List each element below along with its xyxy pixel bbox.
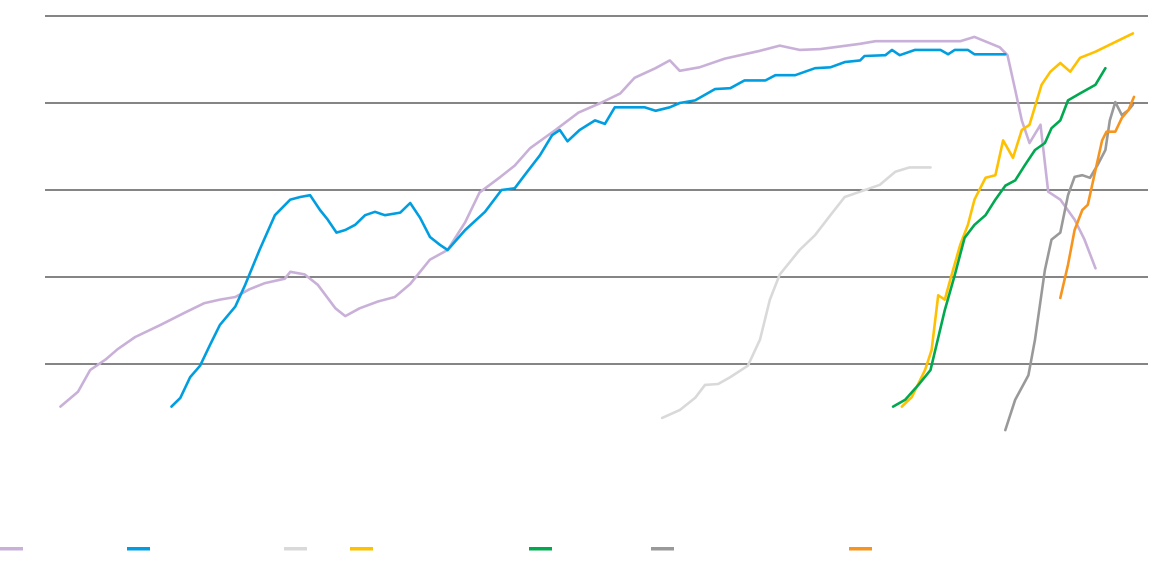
legend-swatch-3 xyxy=(284,547,307,551)
series-lines xyxy=(59,32,1136,432)
legend-swatch-6 xyxy=(651,547,674,551)
series-line-2 xyxy=(170,48,1007,408)
series-line-1 xyxy=(59,35,1097,408)
series-line-5 xyxy=(891,66,1107,408)
legend xyxy=(0,547,872,551)
legend-swatch-7 xyxy=(849,547,872,551)
series-line-4 xyxy=(900,32,1135,408)
series-line-3 xyxy=(660,166,932,420)
legend-swatch-2 xyxy=(127,547,150,551)
legend-swatch-5 xyxy=(529,547,552,551)
gridlines xyxy=(45,15,1148,365)
series-line-7 xyxy=(1059,95,1136,300)
legend-swatch-1 xyxy=(0,547,23,551)
legend-swatch-4 xyxy=(350,547,373,551)
series-line-6 xyxy=(1003,100,1135,432)
